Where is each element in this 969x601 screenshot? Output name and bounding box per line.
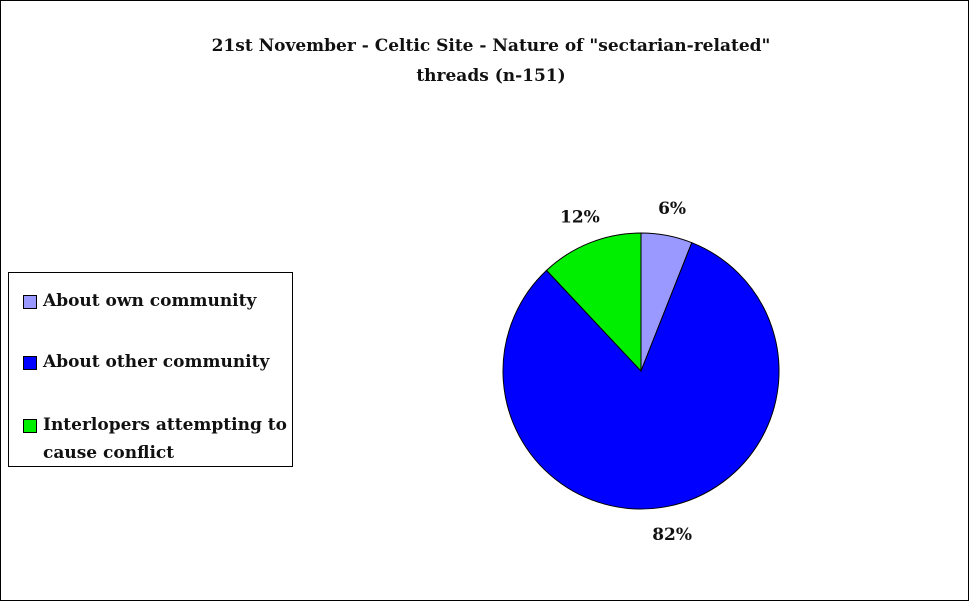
pie-label-other-community: 82% (652, 525, 692, 545)
legend-item-own-community: About own community (23, 287, 295, 315)
pie-label-interlopers: 12% (560, 208, 600, 228)
chart-title: 21st November - Celtic Site - Nature of … (181, 31, 801, 91)
pie-labels: 6% 82% 12% (560, 199, 692, 545)
legend-label-own-community: About own community (43, 291, 257, 311)
pie-slice-other-community (502, 242, 780, 510)
pie-slices (502, 232, 780, 510)
legend-item-other-community: About other community (23, 348, 295, 376)
chart-title-line-2: threads (n-151) (416, 66, 566, 86)
pie-slice-interlopers (545, 232, 642, 373)
legend-item-interlopers: Interlopers attempting to cause conflict (23, 411, 295, 467)
chart-legend: About own community About other communit… (8, 272, 293, 467)
pie-label-own-community: 6% (658, 199, 686, 219)
legend-label-other-community: About other community (43, 352, 270, 372)
legend-swatch-own-community (23, 295, 37, 309)
legend-label-interlopers: Interlopers attempting to cause conflict (43, 415, 287, 463)
legend-swatch-other-community (23, 356, 37, 370)
chart-title-line-1: 21st November - Celtic Site - Nature of … (211, 36, 771, 56)
legend-swatch-interlopers (23, 419, 37, 433)
